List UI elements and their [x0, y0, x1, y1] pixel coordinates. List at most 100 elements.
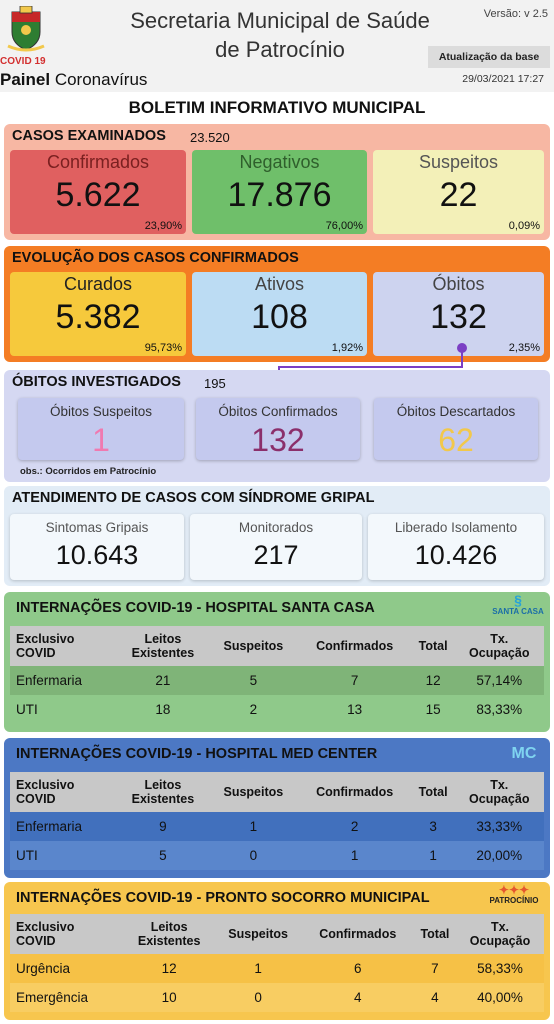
table-row[interactable]: UTI 18 2 13 15 83,33%: [10, 695, 544, 724]
painel-rest: Coronavírus: [50, 70, 148, 89]
curados-value: 5.382: [55, 298, 141, 336]
negativos-value: 17.876: [227, 176, 332, 214]
table-header-row: Exclusivo COVID Leitos Existentes Suspeito…: [10, 772, 544, 812]
row-suspeitos: 2: [249, 702, 258, 717]
col-exclusivo: Exclusivo COVID: [16, 778, 75, 806]
title-line-2: de Patrocínio: [215, 37, 345, 62]
suspeitos-value: 22: [439, 176, 478, 214]
santa-casa-logo: § SANTA CASA: [492, 593, 544, 622]
ativos-value: 108: [251, 298, 308, 336]
pronto-socorro-title: INTERNAÇÕES COVID-19 - PRONTO SOCORRO MU…: [16, 890, 430, 906]
header: COVID 19 Painel Coronavírus Secretaria M…: [0, 0, 554, 92]
obitos-descartados-label: Óbitos Descartados: [396, 404, 516, 419]
row-confirmados: 6: [353, 961, 362, 976]
card-negativos[interactable]: Negativos 17.876 76,00%: [192, 150, 367, 234]
col-confirmados: Confirmados: [316, 639, 394, 653]
monitorados-value: 217: [253, 540, 299, 570]
table-row[interactable]: Enfermaria 9 1 2 3 33,33%: [10, 812, 544, 841]
page-title: Secretaria Municipal de Saúde de Patrocí…: [80, 6, 480, 64]
card-obitos-confirmados[interactable]: Óbitos Confirmados 132: [196, 398, 360, 460]
row-tx: 58,33%: [477, 961, 523, 976]
painel-bold: Painel: [0, 70, 51, 89]
table-row[interactable]: Enfermaria 21 5 7 12 57,14%: [10, 666, 544, 695]
obitos-label: Óbitos: [432, 274, 485, 294]
row-name: UTI: [16, 702, 38, 717]
curados-pct: 95,73%: [144, 342, 182, 354]
gripal-title: ATENDIMENTO DE CASOS COM SÍNDROME GRIPAL: [12, 490, 375, 506]
table-row[interactable]: Emergência 10 0 4 4 40,00%: [10, 983, 544, 1012]
row-confirmados: 4: [353, 990, 362, 1005]
row-total: 4: [431, 990, 439, 1005]
monitorados-label: Monitorados: [238, 520, 314, 535]
row-leitos: 10: [161, 990, 177, 1005]
card-curados[interactable]: Curados 5.382 95,73%: [10, 272, 186, 356]
sintomas-label: Sintomas Gripais: [45, 520, 149, 535]
casos-section: CASOS EXAMINADOS 23.520 Confirmados 5.62…: [4, 124, 550, 240]
obitos-investigados-section: ÓBITOS INVESTIGADOS 195 Óbitos Suspeitos…: [4, 370, 550, 482]
confirmados-pct: 23,90%: [144, 220, 182, 232]
update-date: 29/03/2021 17:27: [462, 73, 544, 85]
col-exclusivo: Exclusivo COVID: [16, 632, 75, 660]
card-ativos[interactable]: Ativos 108 1,92%: [192, 272, 367, 356]
table-row[interactable]: Urgência 12 1 6 7 58,33%: [10, 954, 544, 983]
obitos-inv-title: ÓBITOS INVESTIGADOS: [12, 374, 181, 390]
row-confirmados: 7: [350, 673, 359, 688]
update-label: Atualização da base: [428, 46, 550, 68]
row-suspeitos: 5: [249, 673, 258, 688]
card-confirmados[interactable]: Confirmados 5.622 23,90%: [10, 150, 186, 234]
row-name: Urgência: [16, 961, 71, 976]
col-total: Total: [418, 785, 448, 799]
pronto-socorro-table: Exclusivo COVID Leitos Existentes Suspeito…: [10, 914, 544, 1012]
municipal-crest-icon: [7, 6, 45, 52]
row-total: 3: [429, 819, 437, 834]
col-confirmados: Confirmados: [316, 785, 394, 799]
santa-casa-title: INTERNAÇÕES COVID-19 - HOSPITAL SANTA CA…: [16, 600, 375, 616]
confirmados-label: Confirmados: [46, 152, 150, 172]
suspeitos-label: Suspeitos: [418, 152, 499, 172]
card-obitos[interactable]: Óbitos 132 2,35%: [373, 272, 544, 356]
row-name: Enfermaria: [16, 673, 83, 688]
obitos-obs-note: obs.: Ocorridos em Patrocínio: [20, 466, 157, 477]
obitos-inv-total: 195: [204, 376, 226, 391]
card-monitorados[interactable]: Monitorados 217: [190, 514, 362, 580]
col-total: Total: [418, 639, 448, 653]
row-total: 1: [429, 848, 437, 863]
table-header-row: Exclusivo COVID Leitos Existentes Suspeito…: [10, 626, 544, 666]
gripal-section: ATENDIMENTO DE CASOS COM SÍNDROME GRIPAL…: [4, 486, 550, 586]
row-tx: 57,14%: [476, 673, 523, 688]
obitos-suspeitos-label: Óbitos Suspeitos: [49, 404, 153, 419]
liberado-value: 10.426: [414, 540, 498, 570]
evolucao-title: EVOLUÇÃO DOS CASOS CONFIRMADOS: [12, 250, 299, 266]
card-liberado-isolamento[interactable]: Liberado Isolamento 10.426: [368, 514, 544, 580]
row-confirmados: 13: [347, 702, 363, 717]
col-confirmados: Confirmados: [319, 927, 397, 941]
row-tx: 33,33%: [476, 819, 523, 834]
med-center-logo-icon: MC: [511, 745, 537, 762]
row-confirmados: 2: [350, 819, 359, 834]
curados-label: Curados: [63, 274, 133, 294]
row-leitos: 5: [159, 848, 167, 863]
patrocinio-logo: ✦✦✦ PATROCÍNIO: [484, 884, 544, 910]
card-suspeitos[interactable]: Suspeitos 22 0,09%: [373, 150, 544, 234]
row-total: 7: [431, 961, 439, 976]
col-tx-ocupacao: Tx. Ocupação: [469, 778, 530, 806]
ativos-label: Ativos: [254, 274, 305, 294]
obitos-confirmados-label: Óbitos Confirmados: [218, 404, 338, 419]
card-obitos-descartados[interactable]: Óbitos Descartados 62: [374, 398, 538, 460]
santa-casa-logo-text: SANTA CASA: [492, 607, 544, 616]
negativos-pct: 76,00%: [325, 220, 363, 232]
casos-title: CASOS EXAMINADOS: [12, 128, 166, 144]
santa-casa-table: Exclusivo COVID Leitos Existentes Suspeito…: [10, 626, 544, 724]
row-total: 12: [425, 673, 441, 688]
med-center-section: INTERNAÇÕES COVID-19 - HOSPITAL MED CENT…: [4, 738, 550, 878]
row-leitos: 12: [161, 961, 177, 976]
table-row[interactable]: UTI 5 0 1 1 20,00%: [10, 841, 544, 870]
painel-title: Painel Coronavírus: [0, 70, 147, 90]
obitos-descartados-value: 62: [438, 422, 474, 458]
evolucao-section: EVOLUÇÃO DOS CASOS CONFIRMADOS Curados 5…: [4, 246, 550, 362]
row-suspeitos: 1: [249, 819, 258, 834]
card-obitos-suspeitos[interactable]: Óbitos Suspeitos 1: [18, 398, 184, 460]
card-sintomas-gripais[interactable]: Sintomas Gripais 10.643: [10, 514, 184, 580]
confirmados-value: 5.622: [55, 176, 141, 214]
row-tx: 20,00%: [476, 848, 523, 863]
